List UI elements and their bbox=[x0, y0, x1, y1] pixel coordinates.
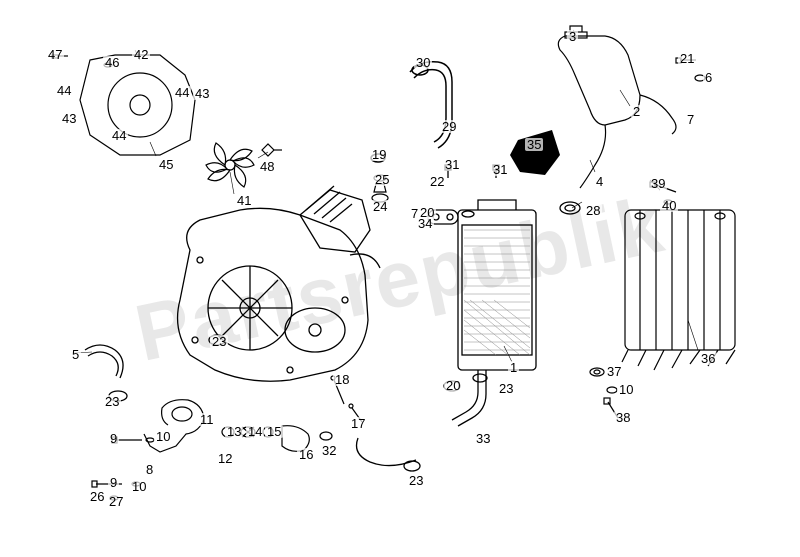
callout-11: 11 bbox=[198, 413, 216, 426]
callout-29: 29 bbox=[440, 120, 458, 133]
callout-16: 16 bbox=[297, 448, 315, 461]
callout-42: 42 bbox=[132, 48, 150, 61]
callout-39: 39 bbox=[649, 177, 667, 190]
callout-23: 23 bbox=[407, 474, 425, 487]
callout-45: 45 bbox=[157, 158, 175, 171]
callout-34: 34 bbox=[416, 217, 434, 230]
callout-6: 6 bbox=[703, 71, 714, 84]
callout-10: 10 bbox=[154, 430, 172, 443]
callout-31: 31 bbox=[491, 163, 509, 176]
callout-14: 14 bbox=[246, 425, 264, 438]
callout-32: 32 bbox=[320, 444, 338, 457]
callout-38: 38 bbox=[614, 411, 632, 424]
callout-27: 27 bbox=[107, 495, 125, 508]
callout-8: 8 bbox=[144, 463, 155, 476]
callout-44: 44 bbox=[173, 86, 191, 99]
callout-48: 48 bbox=[258, 160, 276, 173]
callout-43: 43 bbox=[193, 87, 211, 100]
callout-2: 2 bbox=[631, 105, 642, 118]
callout-20: 20 bbox=[444, 379, 462, 392]
callout-40: 40 bbox=[660, 199, 678, 212]
callout-41: 41 bbox=[235, 194, 253, 207]
callout-9: 9 bbox=[108, 476, 119, 489]
callout-44: 44 bbox=[55, 84, 73, 97]
callout-7: 7 bbox=[685, 113, 696, 126]
callout-12: 12 bbox=[216, 452, 234, 465]
callout-25: 25 bbox=[373, 173, 391, 186]
callout-23: 23 bbox=[103, 395, 121, 408]
callout-36: 36 bbox=[699, 352, 717, 365]
callout-10: 10 bbox=[617, 383, 635, 396]
callout-17: 17 bbox=[349, 417, 367, 430]
callout-1: 1 bbox=[508, 361, 519, 374]
callout-13: 13 bbox=[225, 425, 243, 438]
callout-46: 46 bbox=[103, 56, 121, 69]
callout-28: 28 bbox=[584, 204, 602, 217]
callout-10: 10 bbox=[130, 480, 148, 493]
callout-23: 23 bbox=[497, 382, 515, 395]
callout-4: 4 bbox=[594, 175, 605, 188]
callout-19: 19 bbox=[370, 148, 388, 161]
callout-21: 21 bbox=[678, 52, 696, 65]
callout-24: 24 bbox=[371, 200, 389, 213]
callout-47: 47 bbox=[46, 48, 64, 61]
callout-37: 37 bbox=[605, 365, 623, 378]
callout-18: 18 bbox=[333, 373, 351, 386]
callout-43: 43 bbox=[60, 112, 78, 125]
callout-26: 26 bbox=[88, 490, 106, 503]
callout-3: 3 bbox=[567, 30, 578, 43]
callout-30: 30 bbox=[414, 56, 432, 69]
callout-35: 35 bbox=[525, 138, 543, 151]
callout-33: 33 bbox=[474, 432, 492, 445]
callout-23: 23 bbox=[210, 335, 228, 348]
parts-diagram bbox=[0, 0, 800, 557]
callout-5: 5 bbox=[70, 348, 81, 361]
callout-9: 9 bbox=[108, 432, 119, 445]
callout-22: 22 bbox=[428, 175, 446, 188]
callout-31: 31 bbox=[443, 158, 461, 171]
callout-15: 15 bbox=[265, 425, 283, 438]
callout-44: 44 bbox=[110, 129, 128, 142]
